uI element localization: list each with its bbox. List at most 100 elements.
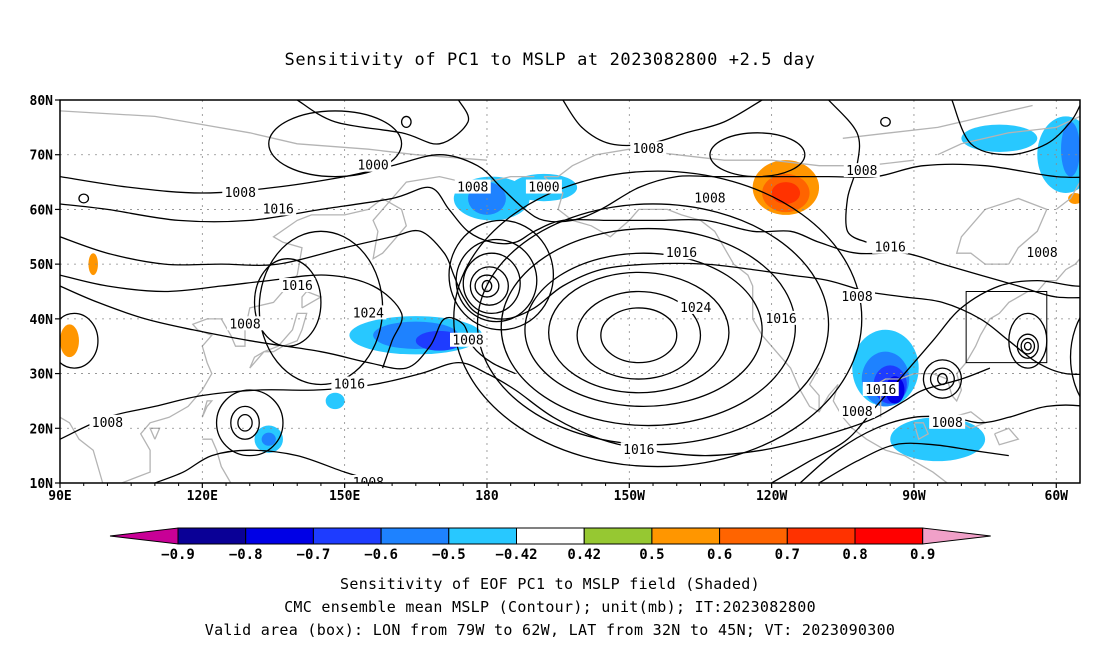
sensitivity-patch xyxy=(1061,121,1080,177)
coastline xyxy=(808,367,820,412)
colorbar-segment xyxy=(651,527,721,545)
contour-label-bg xyxy=(279,278,316,293)
colorbar-label: 0.5 xyxy=(639,547,664,563)
contour-label: 1008 xyxy=(229,317,260,332)
contour-label: 1008 xyxy=(92,416,123,431)
isobar xyxy=(922,359,963,399)
colorbar-label: 0.6 xyxy=(707,547,732,563)
isobar xyxy=(60,154,1080,223)
sensitivity-patch xyxy=(1068,193,1080,204)
contour-label-bg xyxy=(843,163,880,178)
contour-label-bg xyxy=(355,157,392,172)
contour-label-bg xyxy=(862,381,899,396)
x-tick-label: 180 xyxy=(475,489,499,504)
contour-label: 1008 xyxy=(694,191,725,206)
contour-label: 1000 xyxy=(528,181,559,196)
isobar xyxy=(951,100,1080,156)
contour-label-bg xyxy=(227,316,264,331)
isobar xyxy=(154,449,383,483)
isobar xyxy=(400,115,412,129)
contour-label-bg xyxy=(839,403,876,418)
contour-label: 1016 xyxy=(282,279,313,294)
x-tick-label: 120E xyxy=(187,489,218,504)
x-tick-label: 150E xyxy=(329,489,360,504)
isobar xyxy=(600,307,678,364)
coastline xyxy=(107,175,535,483)
contour-label: 1016 xyxy=(334,378,365,393)
isobar xyxy=(60,186,1080,299)
isobar xyxy=(1020,337,1036,355)
coastline xyxy=(913,422,930,441)
contour-label: 1008 xyxy=(225,186,256,201)
y-tick-label: 20N xyxy=(30,422,54,437)
isobar xyxy=(771,279,1080,483)
contour-label: 1000 xyxy=(357,159,388,174)
isobar xyxy=(562,100,763,147)
sensitivity-patch xyxy=(961,124,1038,152)
contour-label: 1008 xyxy=(846,164,877,179)
contour-label-bg xyxy=(525,179,562,194)
isobar xyxy=(1023,341,1032,351)
contour-label-bg xyxy=(89,414,126,429)
colorbar-segment xyxy=(312,527,382,545)
isobar xyxy=(828,100,867,243)
isobar xyxy=(60,229,1080,376)
isobar xyxy=(455,238,538,323)
coastline xyxy=(947,482,949,483)
map-plot-area: 1008 1000 1016 1008 1000 1008 1008 1008 1016 1024… xyxy=(60,100,1080,491)
colorbar-label: −0.7 xyxy=(297,547,331,563)
gridlines xyxy=(60,100,1080,483)
isobar xyxy=(818,442,1009,483)
coastline xyxy=(875,258,1080,418)
x-tick-label: 60W xyxy=(1045,489,1069,504)
contour-label: 1008 xyxy=(841,290,872,305)
contour-label: 1016 xyxy=(666,246,697,261)
contour-label-bg xyxy=(839,288,876,303)
contour-label: 1008 xyxy=(841,405,872,420)
contour-label: 1016 xyxy=(765,312,796,327)
contour-label-bg xyxy=(691,190,728,205)
contour-label-bg xyxy=(620,442,657,457)
contour-label: 1008 xyxy=(353,476,384,491)
x-tick-label: 150W xyxy=(614,489,645,504)
caption-shading: Sensitivity of EOF PC1 to MSLP field (Sh… xyxy=(340,575,760,593)
contour-label: 1024 xyxy=(353,306,384,321)
coastline xyxy=(842,104,1033,139)
contour-label: 1016 xyxy=(623,443,654,458)
colorbar-label: 0.8 xyxy=(842,547,867,563)
isobar xyxy=(60,361,991,457)
colorbar-segment xyxy=(380,527,450,545)
coastline xyxy=(149,427,161,440)
contour-label-bg xyxy=(450,332,486,347)
isobar xyxy=(481,279,493,293)
contour-label-bg xyxy=(1024,245,1061,260)
coastline xyxy=(937,115,1080,156)
y-tick-label: 40N xyxy=(30,313,54,328)
isobar xyxy=(524,252,763,408)
colorbar-segment xyxy=(448,527,517,545)
coastline xyxy=(249,312,308,369)
coastline xyxy=(202,438,232,483)
isobar xyxy=(448,219,555,331)
isobar xyxy=(500,227,796,427)
coastline xyxy=(201,400,214,418)
isobar xyxy=(60,274,403,369)
colorbar-label: 0.7 xyxy=(775,547,800,563)
colorbar-label: 0.42 xyxy=(567,547,601,563)
y-tick-label: 50N xyxy=(30,258,54,273)
isobar xyxy=(462,252,521,315)
colorbar-label: −0.5 xyxy=(432,547,466,563)
contour-label-bg xyxy=(350,305,387,320)
contour-label-bg xyxy=(630,141,667,156)
sensitivity-patch xyxy=(88,253,98,276)
isobar xyxy=(474,274,500,298)
contour-label: 1016 xyxy=(263,202,294,217)
contour-label-bg xyxy=(350,475,387,483)
isobar xyxy=(1016,333,1039,359)
isobar xyxy=(60,312,99,369)
colorbar-segment xyxy=(854,527,924,545)
contour-label-bg xyxy=(929,414,966,429)
isobar xyxy=(929,367,955,391)
isobar xyxy=(880,116,891,127)
